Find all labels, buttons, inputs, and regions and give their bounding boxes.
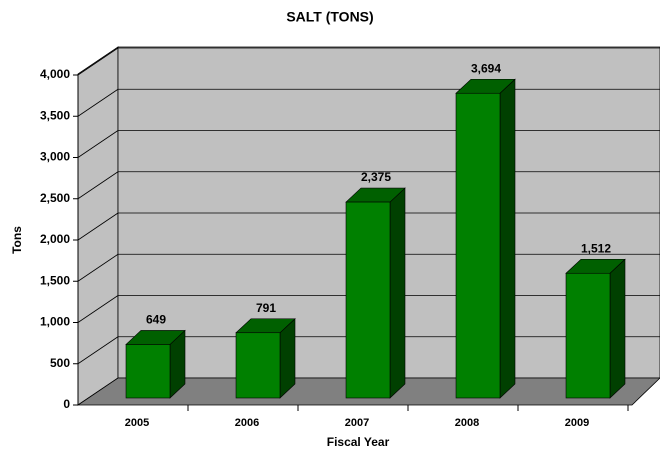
grid-line <box>77 212 119 241</box>
bar <box>125 344 171 399</box>
bar-side <box>609 258 626 399</box>
y-tick-label: 1,000 <box>40 315 70 329</box>
value-label: 649 <box>146 313 166 327</box>
grid-line <box>77 88 119 117</box>
y-tick-label: 2,000 <box>40 232 70 246</box>
chart-title: SALT (TONS) <box>286 9 373 25</box>
side-wall <box>77 46 119 406</box>
bar <box>235 332 281 399</box>
y-tick-label: 1,500 <box>40 273 70 287</box>
grid-line <box>77 47 119 76</box>
grid-line <box>77 336 119 365</box>
y-tick-label: 3,500 <box>40 108 70 122</box>
x-tick-label: 2006 <box>235 417 259 429</box>
x-tick-label: 2005 <box>125 417 149 429</box>
x-tick-label: 2008 <box>455 417 479 429</box>
y-tick-label: 500 <box>50 356 70 370</box>
bar-side <box>389 187 406 399</box>
bar-side <box>499 78 516 399</box>
bar <box>455 92 501 399</box>
y-axis-label: Tons <box>10 226 24 254</box>
y-tick-label: 2,500 <box>40 191 70 205</box>
value-label: 2,375 <box>361 170 391 184</box>
y-tick-label: 3,000 <box>40 150 70 164</box>
bar <box>345 201 391 399</box>
grid-line <box>77 253 119 282</box>
value-label: 1,512 <box>581 241 611 255</box>
x-tick-label: 2009 <box>565 417 589 429</box>
x-tick-label: 2007 <box>345 417 369 429</box>
y-tick-label: 0 <box>63 397 70 411</box>
value-label: 791 <box>256 301 276 315</box>
y-tick-label: 4,000 <box>40 67 70 81</box>
x-axis-label: Fiscal Year <box>327 435 390 449</box>
bar <box>565 272 611 399</box>
grid-line <box>77 295 119 323</box>
grid-line <box>77 130 119 158</box>
value-label: 3,694 <box>471 61 501 75</box>
grid-line <box>77 171 119 200</box>
